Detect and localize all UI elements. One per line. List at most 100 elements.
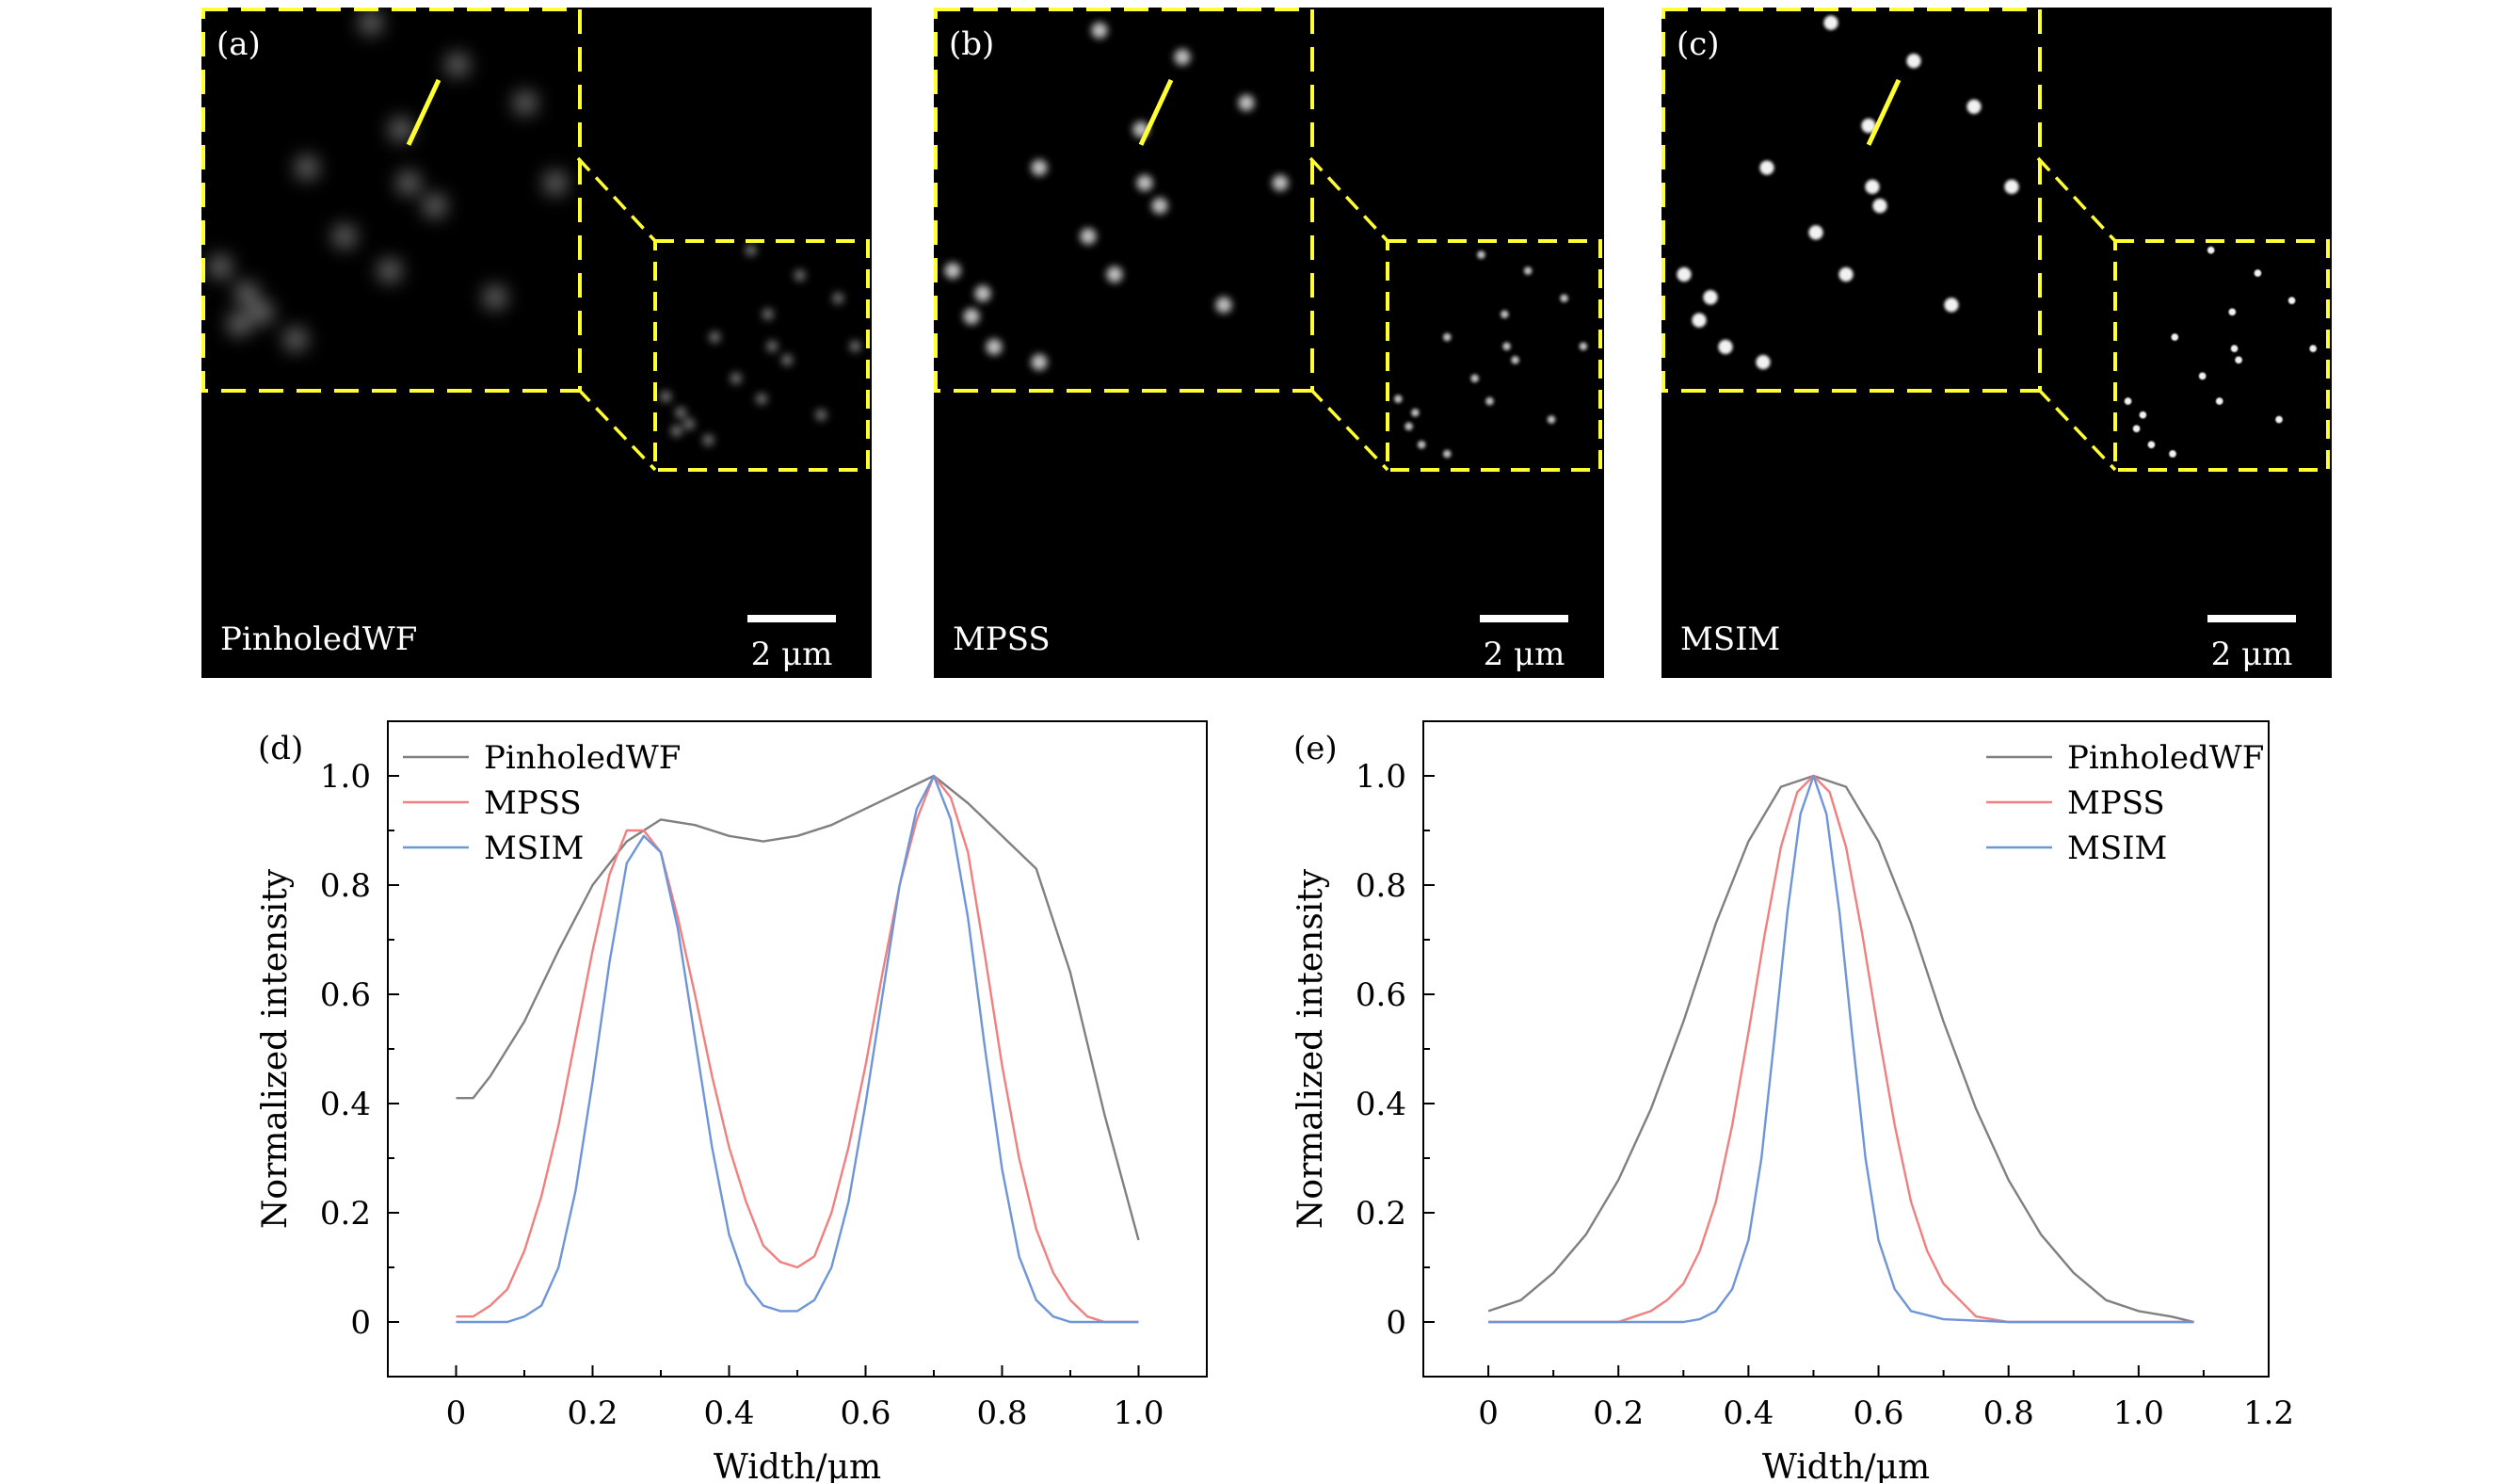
legend-entry: MPSS xyxy=(2067,784,2165,822)
legend-entry: MPSS xyxy=(484,784,582,822)
spot xyxy=(2004,179,2019,194)
legend-entry: PinholedWF xyxy=(484,739,681,777)
spot xyxy=(1442,332,1452,342)
spot xyxy=(1031,159,1048,176)
spot xyxy=(2235,356,2242,364)
spot xyxy=(1872,198,1887,214)
spot xyxy=(515,92,536,114)
spot xyxy=(1523,266,1533,275)
x-tick-label: 0.8 xyxy=(976,1394,1027,1432)
spot xyxy=(1838,266,1854,282)
spot xyxy=(2124,397,2132,405)
spot xyxy=(1394,395,1403,403)
spot xyxy=(730,373,742,384)
x-axis-label: Width/μm xyxy=(1762,1448,1930,1483)
spot xyxy=(2228,308,2237,316)
spot xyxy=(2132,425,2141,433)
spot xyxy=(447,54,468,75)
spot xyxy=(1031,354,1048,371)
spot xyxy=(1502,342,1511,351)
x-tick-label: 1.0 xyxy=(1113,1394,1164,1432)
spot xyxy=(1174,49,1191,66)
method-label: PinholedWF xyxy=(220,621,417,658)
spots-source xyxy=(2124,246,2317,458)
line-charts: 0 0.2 0.4 0.6 0.8 1.0 0 0.2 0.4 0.6 0.8 1.0 Width/μm… xyxy=(256,720,2294,1483)
spot xyxy=(756,394,767,405)
y-axis-label: Normalized intensity xyxy=(256,868,295,1229)
spot xyxy=(297,157,317,179)
spot xyxy=(815,410,827,421)
panel-background xyxy=(934,8,1604,678)
x-tick-label: 0.2 xyxy=(567,1394,618,1432)
spot xyxy=(1238,94,1255,111)
spot xyxy=(1703,290,1718,305)
y-tick-label: 1.0 xyxy=(320,758,371,796)
spot xyxy=(2147,441,2156,449)
method-label: MPSS xyxy=(953,621,1051,658)
spots-source xyxy=(1394,250,1588,459)
x-tick-label: 0.4 xyxy=(703,1394,754,1432)
spot xyxy=(1477,250,1485,259)
scale-bar-label: 2 μm xyxy=(751,636,833,673)
spot xyxy=(1865,179,1880,194)
x-axis-label: Width/μm xyxy=(714,1448,881,1483)
series-line-msim xyxy=(1488,774,2194,1324)
spot xyxy=(766,341,778,352)
x-tick-label: 1.2 xyxy=(2243,1394,2294,1432)
spot xyxy=(2207,246,2215,254)
y-tick-label: 0.6 xyxy=(1356,976,1406,1014)
spot xyxy=(1501,310,1509,319)
y-tick-label: 0.6 xyxy=(320,976,371,1014)
scale-bar xyxy=(2207,615,2296,622)
line-chart-e: 0 0.2 0.4 0.6 0.8 1.0 1.2 0 0.2 0.4 0.6 0.8 1.0 Width… xyxy=(1292,720,2294,1483)
spot xyxy=(1759,160,1774,175)
spot xyxy=(832,293,843,304)
spot xyxy=(1080,228,1097,245)
spots-zoomed xyxy=(210,12,566,350)
profile-line xyxy=(406,78,441,146)
scale-bar-label: 2 μm xyxy=(1484,636,1565,673)
spot xyxy=(334,226,355,247)
spot xyxy=(425,195,445,217)
y-tick-label: 0.4 xyxy=(320,1086,371,1123)
spot xyxy=(1547,415,1556,424)
legend-entry: PinholedWF xyxy=(2067,739,2264,777)
spot xyxy=(2287,297,2296,304)
connector-line xyxy=(2036,156,2117,243)
spot xyxy=(485,286,506,308)
x-tick-label: 0.2 xyxy=(1593,1394,1644,1432)
panel-label: (b) xyxy=(949,25,994,63)
spot xyxy=(974,285,991,302)
spot xyxy=(2171,333,2179,341)
panel-label: (c) xyxy=(1677,25,1720,63)
spot xyxy=(361,12,381,34)
spot xyxy=(781,354,793,365)
y-tick-label: 0.8 xyxy=(320,867,371,905)
spot xyxy=(1861,118,1876,134)
y-tick-label: 0.4 xyxy=(1356,1086,1406,1123)
image-panel-2: (b) MPSS 2 μm xyxy=(934,8,1604,678)
spot xyxy=(1411,408,1420,417)
spot xyxy=(2198,372,2207,380)
connector-line xyxy=(2036,387,2117,472)
spot xyxy=(2254,269,2262,277)
connector-line xyxy=(1308,156,1389,243)
spot xyxy=(1485,396,1494,406)
scale-bar-label: 2 μm xyxy=(2211,636,2293,673)
spot xyxy=(210,256,231,278)
legend-entry: MSIM xyxy=(2067,830,2167,867)
spot xyxy=(1718,339,1733,355)
spot xyxy=(1579,342,1588,351)
series-line-pinholedwf xyxy=(456,774,1140,1241)
spot xyxy=(1944,298,1959,313)
spot xyxy=(2309,345,2317,353)
spot xyxy=(683,418,695,429)
x-tick-label: 0.6 xyxy=(1853,1394,1903,1432)
spot xyxy=(2275,415,2283,424)
spot xyxy=(1560,294,1568,303)
y-tick-label: 0.2 xyxy=(320,1195,371,1233)
spot xyxy=(1106,266,1123,283)
scale-bar xyxy=(747,615,836,622)
series-line-mpss xyxy=(1488,774,2194,1324)
